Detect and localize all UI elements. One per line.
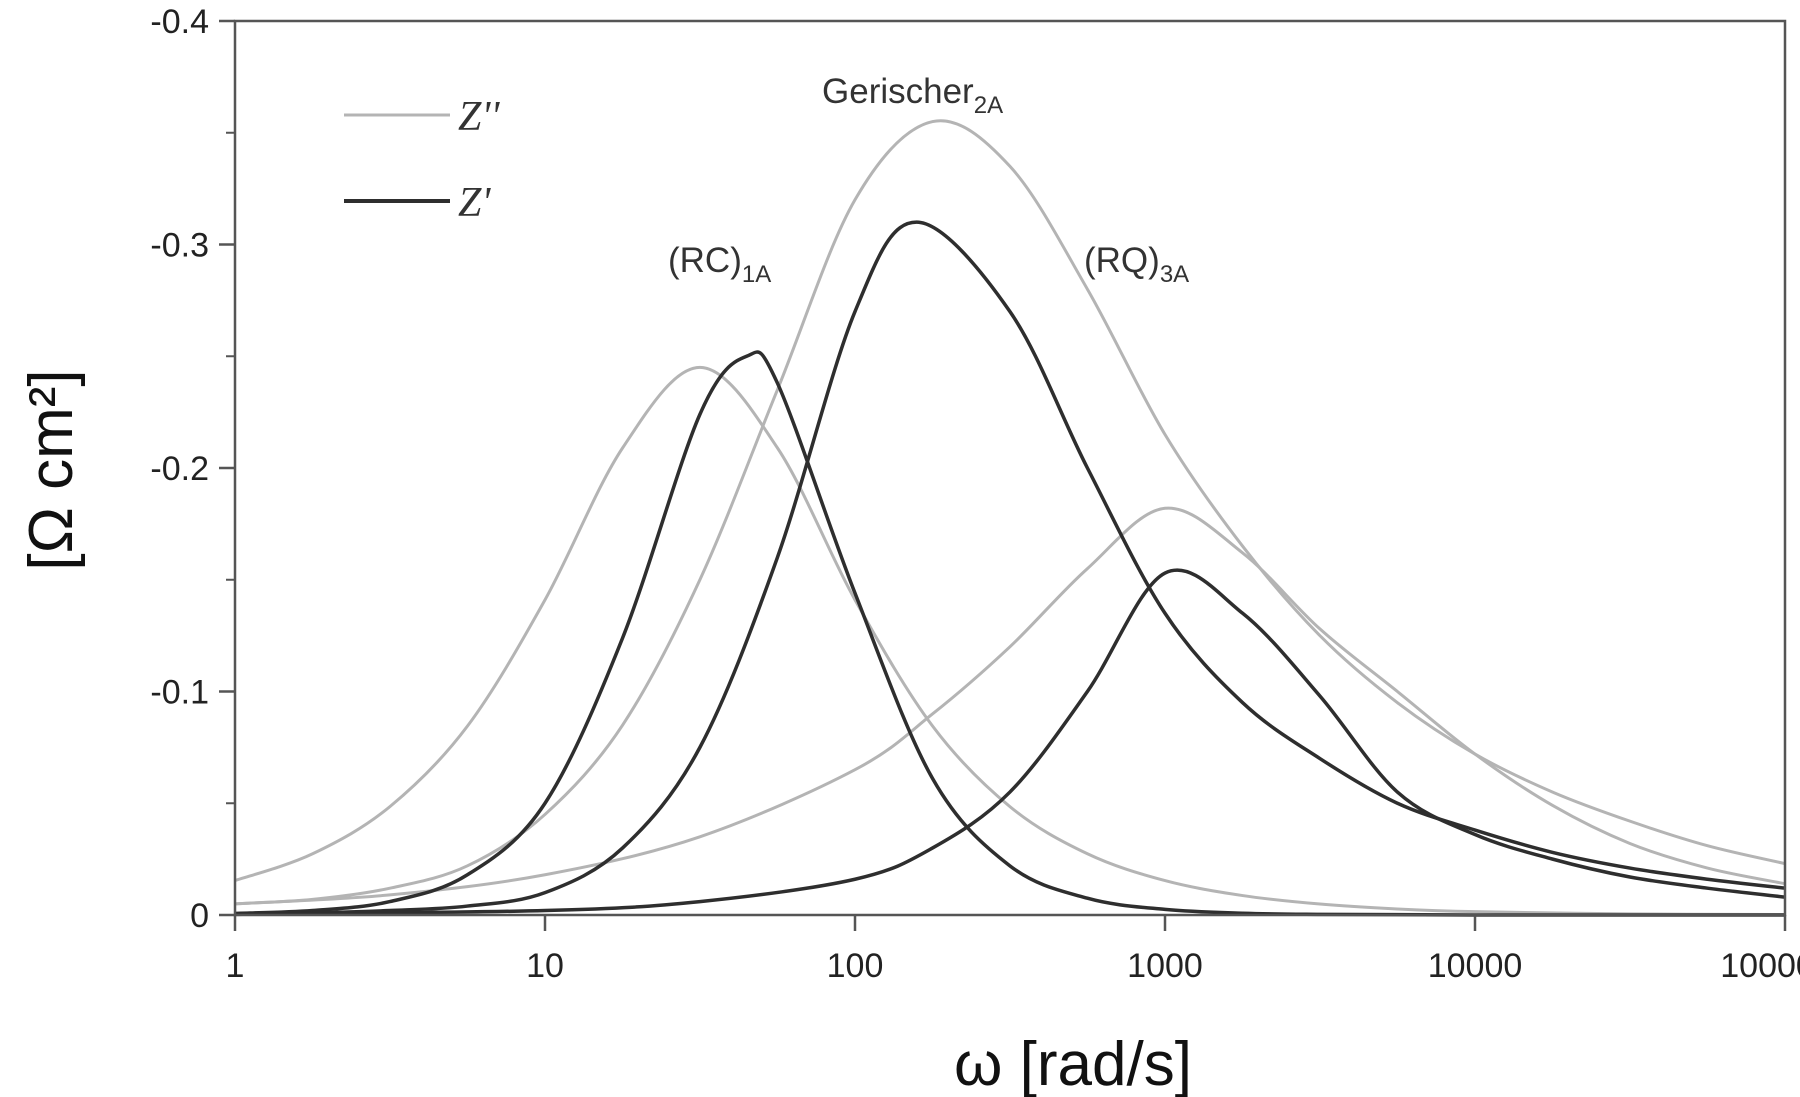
legend-label-z-double-prime: Z'' <box>458 94 500 140</box>
x-tick-label: 1000 <box>1127 947 1203 985</box>
x-tick-label: 1 <box>226 947 245 985</box>
annotation-rc: (RC)1A <box>668 241 771 288</box>
legend: Z'' Z' <box>344 94 500 226</box>
series-line-z-prime-gerischer2a <box>234 220 1786 916</box>
x-tick-label: 10000 <box>1428 947 1523 985</box>
y-tick-label: -0.1 <box>150 674 209 712</box>
x-tick-label: 10 <box>526 947 564 985</box>
y-axis: -0.4 -0.3 -0.2 -0.1 0 <box>150 3 235 935</box>
series-line-z-double-prime-gerischer2a <box>234 119 1786 906</box>
annotation-gerischer: Gerischer2A <box>822 72 1003 119</box>
y-tick-label: -0.3 <box>150 227 209 265</box>
x-axis: 1 10 100 1000 10000 100000 <box>226 915 1800 985</box>
y-axis-label: [Ω cm²] <box>17 369 86 570</box>
x-tick-label: 100000 <box>1720 947 1800 985</box>
x-tick-label: 100 <box>827 947 884 985</box>
y-tick-label: -0.4 <box>150 3 209 41</box>
legend-label-z-prime: Z' <box>458 180 491 226</box>
annotation-rq: (RQ)3A <box>1084 241 1189 288</box>
plot-frame <box>233 19 1787 917</box>
series-line-z-double-prime-rq3a <box>234 506 1786 906</box>
x-axis-label: ω [rad/s] <box>954 1030 1192 1097</box>
y-tick-label: 0 <box>190 897 209 935</box>
series-line-z-prime-rc1a <box>234 350 1786 917</box>
series-line-z-double-prime-rc1a <box>234 365 1786 917</box>
series-line-z-prime-rq3a <box>234 568 1786 917</box>
curves <box>234 119 1786 917</box>
y-tick-label: -0.2 <box>150 450 209 488</box>
